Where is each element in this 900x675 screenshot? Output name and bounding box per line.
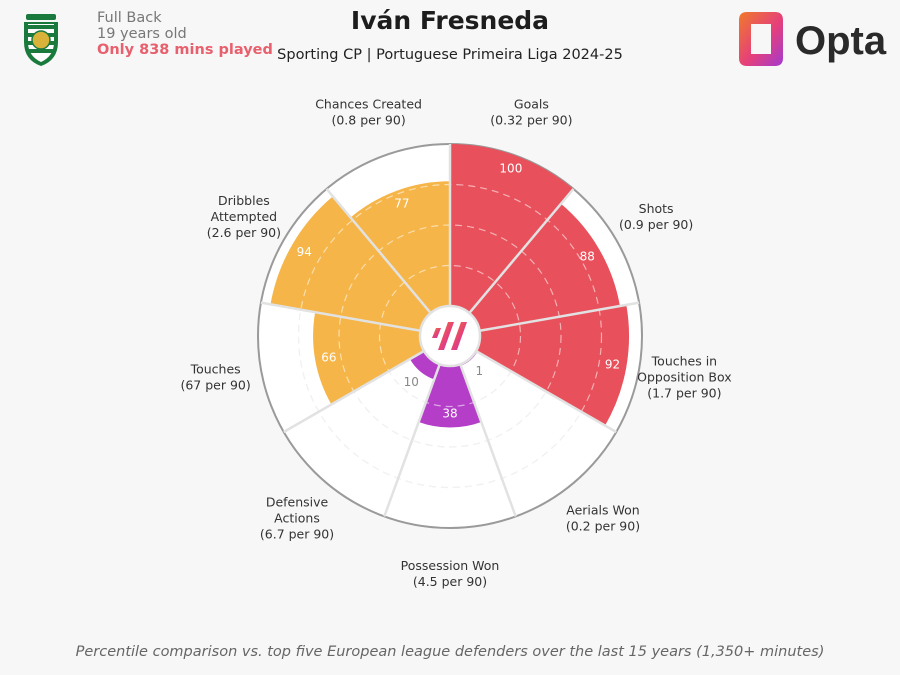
- player-meta: Full Back 19 years old Only 838 mins pla…: [97, 10, 273, 58]
- radar-divider: [459, 363, 517, 517]
- radar-divider: [325, 188, 432, 314]
- metric-label-line: Aerials Won: [566, 502, 639, 517]
- metric-label: Shots (0.9 per 90): [619, 201, 693, 232]
- metric-label-line: Dribbles: [218, 193, 270, 208]
- page-title: Iván Fresneda: [350, 6, 550, 35]
- metric-label-line: Goals: [514, 96, 549, 111]
- radar-wedge: [409, 351, 440, 380]
- page-subtitle: Sporting CP | Portuguese Primeira Liga 2…: [277, 47, 623, 63]
- player-age: 19 years old: [97, 26, 187, 42]
- metric-label-line: Defensive: [266, 494, 329, 509]
- metric-label: Aerials Won (0.2 per 90): [566, 502, 640, 533]
- radar-wedge: [450, 144, 574, 314]
- metric-label: Dribbles Attempted (2.6 per 90): [207, 193, 281, 240]
- metric-label-line: (6.7 per 90): [260, 526, 334, 541]
- metric-label-line: (0.32 per 90): [490, 112, 572, 127]
- radar-divider: [475, 349, 617, 434]
- opta-logo-icon: Opta: [739, 12, 887, 66]
- player-position: Full Back: [97, 10, 162, 26]
- metric-label: Defensive Actions (6.7 per 90): [260, 494, 334, 541]
- club-badge-icon: [24, 14, 58, 66]
- radar-divider: [468, 188, 575, 314]
- metric-value: 1: [476, 364, 484, 378]
- metric-value: 88: [580, 250, 595, 264]
- radar-wedge: [475, 304, 630, 426]
- radar-divider: [283, 349, 425, 434]
- minutes-warning: Only 838 mins played: [97, 42, 273, 58]
- metric-value: 94: [297, 245, 312, 259]
- metric-value: 77: [394, 197, 409, 211]
- metric-label-line: Opposition Box: [637, 369, 732, 384]
- radar-wedge: [469, 203, 620, 331]
- metric-label-line: Shots: [639, 201, 674, 216]
- metric-label: Touches (67 per 90): [180, 361, 250, 392]
- metric-value: 66: [321, 350, 336, 364]
- metric-label-line: (0.9 per 90): [619, 217, 693, 232]
- metric-value: 100: [499, 162, 522, 176]
- metric-label-line: (67 per 90): [180, 377, 250, 392]
- metric-value: 92: [605, 358, 620, 372]
- metric-value: 38: [442, 407, 457, 421]
- radar-grid-ring-overlay: [378, 264, 522, 408]
- radar-divider: [383, 363, 441, 517]
- metric-value: 10: [404, 375, 419, 389]
- metric-label-line: Chances Created: [315, 96, 422, 111]
- radar-divider: [260, 301, 421, 333]
- metric-label-line: Touches in: [651, 353, 717, 368]
- metric-label-line: Actions: [274, 510, 320, 525]
- metric-label: Touches in Opposition Box (1.7 per 90): [637, 353, 732, 400]
- metric-label-line: (1.7 per 90): [647, 385, 721, 400]
- metric-label: Chances Created (0.8 per 90): [315, 96, 422, 127]
- radar-divider: [479, 301, 640, 333]
- footnote: Percentile comparison vs. top five Europ…: [75, 644, 825, 660]
- radar-wedge: [350, 181, 450, 314]
- radar-wedge: [313, 312, 425, 405]
- brand-name: Opta: [795, 19, 887, 63]
- metric-label: Possession Won (4.5 per 90): [401, 558, 500, 589]
- radar-wedge: [270, 196, 431, 331]
- metric-label-line: (4.5 per 90): [413, 574, 487, 589]
- metric-label: Goals (0.32 per 90): [490, 96, 572, 127]
- metric-label-line: (0.2 per 90): [566, 518, 640, 533]
- metric-label-line: Touches: [190, 361, 241, 376]
- opta-mark-icon: [418, 304, 482, 368]
- metric-label-line: Attempted: [211, 209, 277, 224]
- metric-label-line: Possession Won: [401, 558, 500, 573]
- metric-label-line: (0.8 per 90): [331, 112, 405, 127]
- metric-label-line: (2.6 per 90): [207, 225, 281, 240]
